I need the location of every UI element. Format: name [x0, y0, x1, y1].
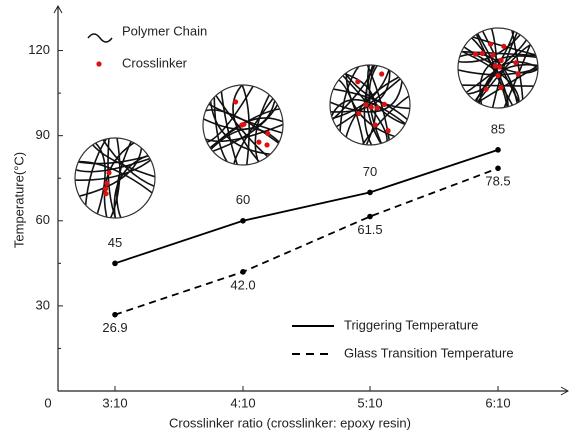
- crosslinker-dot: [106, 170, 111, 175]
- crosslinker-dot: [375, 105, 380, 110]
- crosslinker-dot: [382, 102, 387, 107]
- crosslinker-dot: [495, 73, 500, 78]
- crosslinker-dot: [355, 79, 360, 84]
- x-tick-label: 5:10: [357, 395, 382, 410]
- value-label: 45: [108, 235, 122, 250]
- crosslinker-dot: [264, 142, 269, 147]
- series-line: [115, 168, 498, 314]
- point: [112, 261, 118, 267]
- network: [454, 25, 542, 112]
- point: [367, 214, 373, 220]
- y-tick-label: 90: [36, 127, 50, 142]
- legend-label: Triggering Temperature: [344, 317, 478, 332]
- crosslinker-dot: [490, 53, 495, 58]
- y-tick-label: 30: [36, 297, 50, 312]
- crosslinker-dot: [499, 58, 504, 63]
- crosslinker-dot: [103, 186, 108, 191]
- crosslinker-dot: [265, 131, 270, 136]
- point: [495, 147, 501, 153]
- legend-label: Glass Transition Temperature: [344, 345, 514, 360]
- x-axis-label: Crosslinker ratio (crosslinker: epoxy re…: [169, 415, 411, 430]
- value-label: 26.9: [102, 320, 127, 335]
- crosslinker-dot: [104, 181, 109, 186]
- illustrations: [71, 25, 542, 222]
- crosslinker-dot: [369, 105, 374, 110]
- network: [200, 81, 287, 169]
- x-tick-label: 3:10: [102, 395, 127, 410]
- crosslinker-dot: [386, 128, 391, 133]
- crosslinker-dot: [363, 102, 368, 107]
- crosslinker-dot: [103, 191, 108, 196]
- crosslinker-dot: [515, 71, 520, 76]
- crosslinker-dot: [501, 44, 506, 49]
- crosslinker-dot: [484, 87, 489, 92]
- crosslinker-dot: [499, 85, 504, 90]
- series-line: [115, 150, 498, 263]
- crosslinker-dot: [473, 52, 478, 57]
- crosslinker-dot: [233, 99, 238, 104]
- point: [112, 312, 118, 318]
- crosslinker-dot: [493, 63, 498, 68]
- value-label: 85: [491, 121, 505, 136]
- chain-legend-label: Polymer Chain: [122, 23, 207, 38]
- chain: [457, 85, 538, 86]
- crosslinker-legend-label: Crosslinker: [122, 55, 188, 70]
- chart: Crosslinker ratio (crosslinker: epoxy re…: [0, 0, 572, 438]
- value-label: 78.5: [485, 174, 510, 189]
- crosslinker-dot: [480, 51, 485, 56]
- point: [367, 190, 373, 196]
- y-tick-label: 0: [44, 395, 51, 410]
- crosslinker-legend-icon: [96, 61, 101, 66]
- crosslinker-dot: [379, 71, 384, 76]
- crosslinker-dot: [513, 60, 518, 65]
- point: [240, 269, 246, 275]
- y-tick-label: 60: [36, 212, 50, 227]
- page: Crosslinker ratio (crosslinker: epoxy re…: [0, 0, 572, 438]
- y-axis-label: Temperature(°C): [11, 152, 26, 248]
- point: [495, 165, 501, 171]
- crosslinker-dot: [356, 111, 361, 116]
- crosslinker-dot: [372, 122, 377, 127]
- crosslinker-dot: [241, 122, 246, 127]
- network: [326, 61, 414, 149]
- crosslinker-dot: [488, 42, 493, 47]
- crosslinker-dot: [497, 64, 502, 69]
- point: [240, 218, 246, 224]
- value-label: 70: [363, 164, 377, 179]
- value-label: 60: [236, 192, 250, 207]
- x-tick-label: 6:10: [485, 395, 510, 410]
- chain-legend-icon: [88, 34, 112, 42]
- value-label: 42.0: [230, 277, 255, 292]
- crosslinker-dot: [256, 140, 261, 145]
- network: [71, 134, 159, 222]
- value-label: 61.5: [357, 222, 382, 237]
- x-tick-label: 4:10: [230, 395, 255, 410]
- y-tick-label: 120: [28, 42, 50, 57]
